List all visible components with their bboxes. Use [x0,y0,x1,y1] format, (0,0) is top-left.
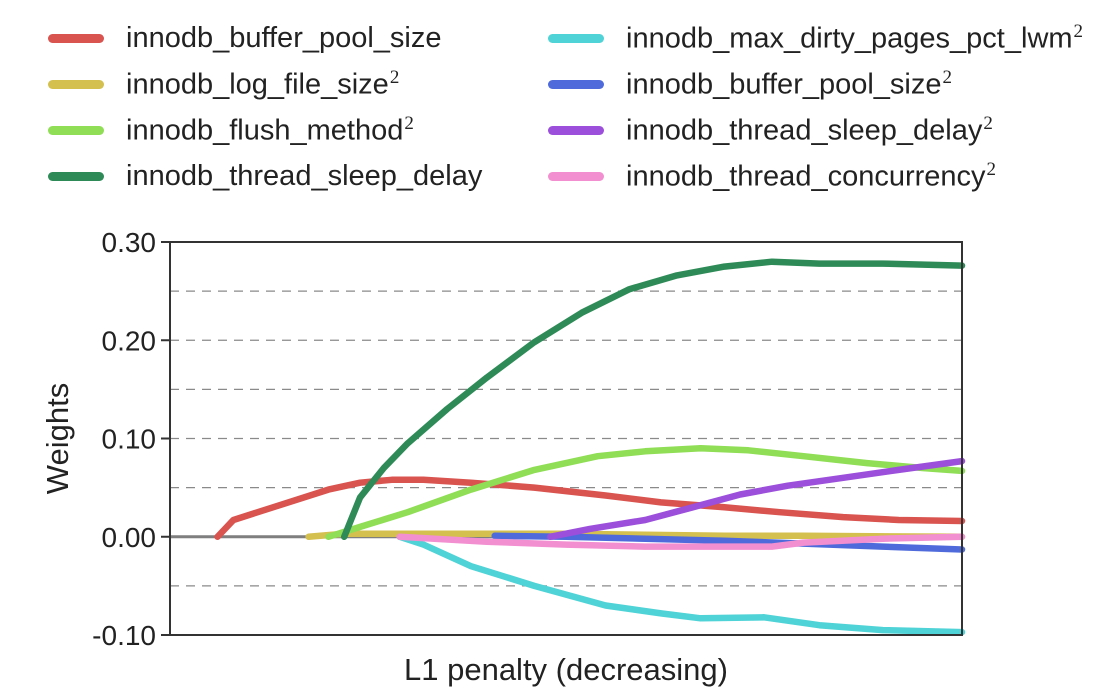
y-tick-label: 0.10 [102,424,157,455]
legend-label-text: innodb_thread_concurrency [626,160,986,193]
legend-label-text: innodb_buffer_pool_size [126,21,442,54]
legend-label: innodb_thread_concurrency2 [626,159,996,194]
legend-label-superscript: 2 [986,158,997,180]
series-line-0 [396,533,966,636]
y-tick-label: 0.20 [102,325,157,356]
legend-label-superscript: 2 [404,112,414,134]
series-lines [214,258,966,636]
series-line-7 [340,258,966,541]
legend-swatch [548,125,604,135]
legend-item-right-0: innodb_max_dirty_pages_pct_lwm2 [548,18,1083,58]
series-line-4 [214,476,966,541]
legend-label-superscript: 2 [983,112,993,134]
y-tick-label: 0.30 [102,227,157,258]
legend-swatch [548,171,604,181]
legend-label: innodb_max_dirty_pages_pct_lwm2 [626,21,1083,56]
legend-item-right-3: innodb_thread_concurrency2 [548,156,996,196]
legend-label: innodb_thread_sleep_delay [126,160,482,193]
legend-label: innodb_flush_method2 [126,113,414,148]
series-line-3 [396,533,966,550]
legend-item-left-2: innodb_flush_method2 [48,110,414,150]
legend-swatch [48,125,104,135]
series-line-1 [305,530,966,541]
legend: innodb_buffer_pool_size innodb_log_file_s… [0,0,1104,210]
legend-item-left-3: innodb_thread_sleep_delay [48,156,482,196]
legend-label-superscript: 2 [1073,20,1084,42]
legend-item-right-2: innodb_thread_sleep_delay2 [548,110,993,150]
series-line-6 [546,457,966,541]
legend-swatch [48,79,104,89]
y-axis-label: Weights [40,383,75,494]
legend-label: innodb_buffer_pool_size [126,22,442,55]
legend-swatch [548,79,604,89]
line-chart: 0.30 0.20 0.10 0.00 -0.10 L1 penalty (decrea… [40,227,966,687]
legend-label-superscript: 2 [942,66,953,88]
legend-label-text: innodb_buffer_pool_size [626,68,942,101]
legend-swatch [48,33,104,43]
y-axis-ticks: 0.30 0.20 0.10 0.00 -0.10 [92,227,170,651]
legend-swatch [548,33,604,43]
y-tick-label: 0.00 [102,522,157,553]
legend-label: innodb_thread_sleep_delay2 [626,113,993,148]
legend-label-text: innodb_thread_sleep_delay [626,114,983,147]
legend-label: innodb_buffer_pool_size2 [626,67,952,102]
legend-label: innodb_log_file_size2 [126,67,399,102]
legend-item-right-1: innodb_buffer_pool_size2 [548,64,952,104]
legend-label-text: innodb_thread_sleep_delay [126,159,483,192]
x-axis-label: L1 penalty (decreasing) [404,652,728,687]
legend-item-left-0: innodb_buffer_pool_size [48,18,442,58]
legend-label-text: innodb_max_dirty_pages_pct_lwm [626,22,1073,55]
y-tick-label: -0.10 [92,620,156,651]
series-line-5 [325,445,966,541]
legend-item-left-1: innodb_log_file_size2 [48,64,399,104]
legend-swatch [48,171,104,181]
legend-label-text: innodb_flush_method [126,114,404,147]
legend-label-text: innodb_log_file_size [126,68,389,101]
legend-label-superscript: 2 [389,66,400,88]
